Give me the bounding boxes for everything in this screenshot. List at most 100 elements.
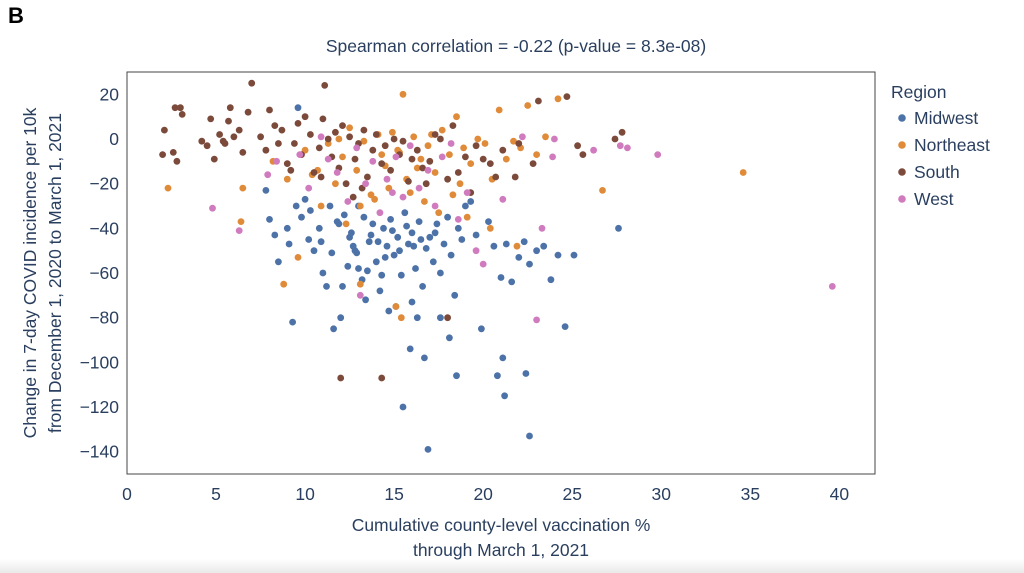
point-south [230, 133, 238, 141]
point-south [479, 155, 487, 163]
legend-item-west[interactable]: West [898, 189, 954, 209]
point-northeast [356, 202, 364, 210]
point-west [551, 135, 558, 143]
point-midwest [383, 242, 391, 250]
point-northeast [424, 142, 432, 150]
point-midwest [415, 218, 423, 226]
point-south [159, 151, 167, 159]
point-south [462, 153, 469, 161]
point-south [278, 126, 286, 134]
legend-item-south[interactable]: South [898, 162, 960, 182]
point-midwest [431, 229, 439, 237]
panel-label: B [8, 3, 24, 28]
point-midwest [501, 392, 508, 400]
point-northeast [378, 151, 386, 159]
point-midwest [424, 446, 432, 453]
point-midwest [340, 211, 348, 219]
point-midwest [408, 298, 416, 306]
point-west [654, 151, 662, 159]
point-south [422, 180, 430, 188]
point-south [346, 133, 353, 141]
point-midwest [444, 213, 451, 221]
x-axis-title-line: through March 1, 2021 [413, 540, 589, 560]
point-midwest [330, 325, 337, 333]
point-west [389, 189, 396, 197]
point-midwest [337, 314, 345, 322]
point-midwest [522, 370, 530, 377]
chart-title: Spearman correlation = -0.22 (p-value = … [326, 36, 706, 56]
x-tick-label: 15 [384, 484, 403, 504]
point-northeast [342, 220, 350, 228]
x-tick-label: 5 [211, 484, 221, 504]
point-west [369, 157, 377, 165]
point-northeast [481, 140, 489, 147]
point-midwest [494, 372, 501, 380]
point-west [353, 144, 361, 152]
point-northeast [739, 169, 747, 176]
x-axis-ticks: 0 5 10 15 20 25 30 35 40 [122, 484, 849, 504]
y-axis-ticks: 20 0 −20 −40 −60 −80 −100 −120 −140 [80, 84, 120, 461]
point-south [342, 180, 350, 188]
point-midwest [554, 251, 562, 259]
point-south [511, 173, 519, 181]
x-axis-title-line: Cumulative county-level vaccination % [352, 515, 651, 535]
point-south [372, 131, 380, 138]
point-northeast [294, 254, 302, 261]
point-west [356, 291, 364, 299]
point-west [344, 198, 352, 205]
point-midwest [397, 271, 405, 279]
point-west [549, 153, 556, 161]
point-south [310, 169, 318, 176]
point-south [257, 133, 264, 141]
point-south [408, 155, 416, 163]
point-northeast [431, 169, 439, 176]
point-midwest [403, 222, 410, 230]
point-midwest [451, 291, 459, 299]
point-south [294, 120, 302, 127]
point-west [362, 180, 369, 188]
point-northeast [474, 135, 482, 143]
point-south [399, 137, 407, 145]
point-midwest [615, 224, 622, 232]
legend[interactable]: Region Midwest Northeast South West [891, 82, 990, 209]
point-south [387, 166, 394, 174]
point-west [383, 175, 391, 183]
point-northeast [510, 137, 517, 145]
y-axis-title-line: Change in 7-day COVID incidence per 10k [20, 107, 40, 438]
point-west [273, 157, 280, 165]
point-midwest [520, 238, 528, 246]
point-midwest [485, 218, 492, 226]
point-midwest [315, 224, 323, 232]
point-south [378, 160, 386, 168]
point-midwest [446, 334, 453, 342]
point-midwest [335, 220, 343, 228]
point-west [454, 216, 462, 223]
point-midwest [365, 238, 373, 246]
legend-item-midwest[interactable]: Midwest [898, 108, 978, 128]
point-northeast [406, 189, 414, 197]
point-northeast [332, 180, 339, 188]
point-south [317, 173, 325, 181]
point-west [209, 204, 216, 212]
point-west [533, 316, 540, 324]
point-midwest [570, 251, 578, 259]
point-midwest [381, 254, 389, 261]
point-south [535, 97, 542, 105]
point-midwest [467, 198, 475, 205]
point-west [333, 169, 341, 176]
plot-area [126, 71, 876, 475]
legend-item-northeast[interactable]: Northeast [898, 135, 990, 155]
point-northeast [599, 187, 606, 194]
point-northeast [542, 133, 549, 141]
point-midwest [497, 274, 505, 281]
x-tick-label: 0 [122, 484, 132, 504]
point-midwest [502, 240, 510, 248]
point-midwest [380, 224, 387, 232]
point-northeast [335, 135, 343, 143]
x-tick-label: 30 [652, 484, 672, 504]
point-midwest [413, 314, 421, 322]
point-midwest [437, 269, 444, 277]
point-south [360, 126, 368, 134]
point-south [349, 193, 357, 201]
